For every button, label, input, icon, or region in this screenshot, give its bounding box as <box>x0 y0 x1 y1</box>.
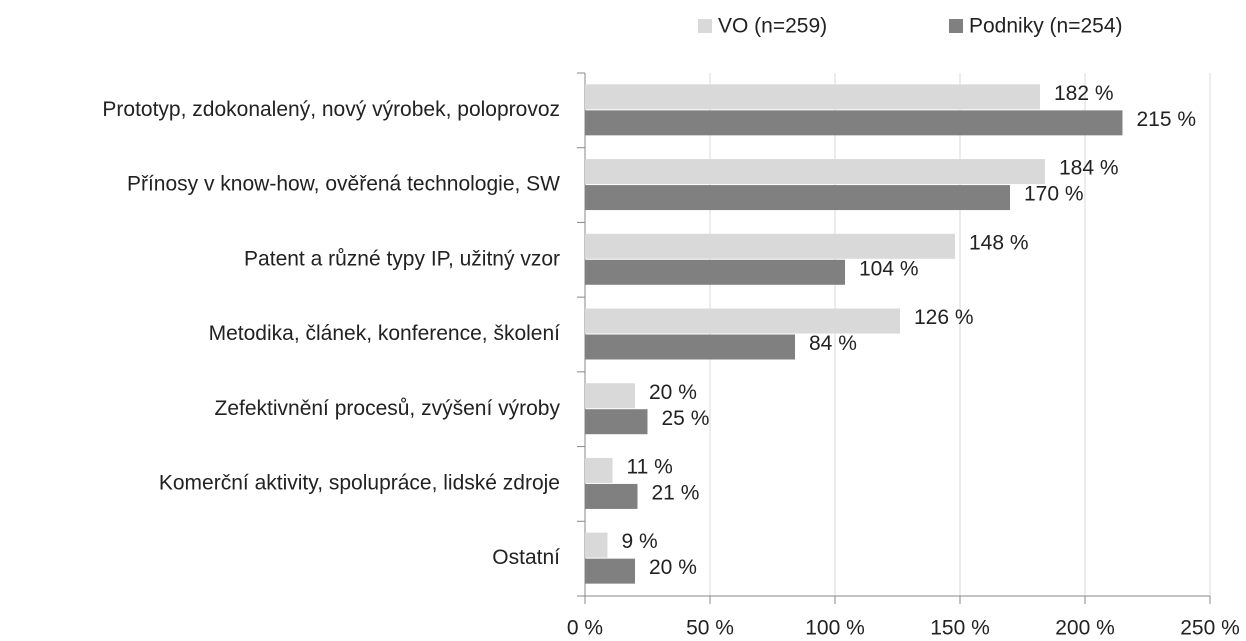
value-label: 21 % <box>652 481 700 504</box>
value-label: 20 % <box>649 556 697 579</box>
legend-swatch <box>949 19 963 33</box>
bar <box>585 185 1010 211</box>
value-label: 184 % <box>1059 157 1119 180</box>
y-tick-label: Prototyp, zdokonalený, nový výrobek, pol… <box>102 98 560 121</box>
bar <box>585 483 638 509</box>
bar <box>585 383 635 409</box>
bar <box>585 457 613 483</box>
x-tick-label: 100 % <box>805 617 865 640</box>
bar <box>585 532 608 558</box>
bar <box>585 259 845 285</box>
y-tick-label: Ostatní <box>492 546 560 569</box>
bar <box>585 110 1123 136</box>
y-tick-label: Metodika, článek, konference, školení <box>209 322 561 345</box>
y-tick-label: Přínosy v know-how, ověřená technologie,… <box>127 173 560 196</box>
x-tick-label: 50 % <box>686 617 734 640</box>
value-label: 104 % <box>859 257 919 280</box>
bar <box>585 233 955 259</box>
bar <box>585 409 648 435</box>
value-label: 20 % <box>649 381 697 404</box>
y-tick-label: Patent a různé typy IP, užitný vzor <box>244 247 560 270</box>
value-label: 215 % <box>1137 108 1197 131</box>
value-label: 182 % <box>1054 82 1114 105</box>
bar <box>585 308 900 334</box>
value-label: 148 % <box>969 231 1029 254</box>
legend-label: VO (n=259) <box>718 15 827 38</box>
x-tick-label: 250 % <box>1180 617 1240 640</box>
bar <box>585 334 795 360</box>
x-tick-label: 0 % <box>567 617 603 640</box>
legend-swatch <box>698 19 712 33</box>
legend-label: Podniky (n=254) <box>969 15 1123 38</box>
bar <box>585 558 635 584</box>
y-tick-label: Komerční aktivity, spolupráce, lidské zd… <box>159 471 560 494</box>
value-label: 170 % <box>1024 183 1084 206</box>
bar <box>585 84 1040 110</box>
value-label: 9 % <box>622 530 658 553</box>
value-label: 126 % <box>914 306 974 329</box>
value-label: 25 % <box>662 407 710 430</box>
bar <box>585 159 1045 185</box>
x-tick-label: 200 % <box>1055 617 1115 640</box>
y-tick-label: Zefektivnění procesů, zvýšení výroby <box>215 397 561 420</box>
value-label: 11 % <box>627 455 673 478</box>
value-label: 84 % <box>809 332 857 355</box>
x-tick-label: 150 % <box>930 617 990 640</box>
